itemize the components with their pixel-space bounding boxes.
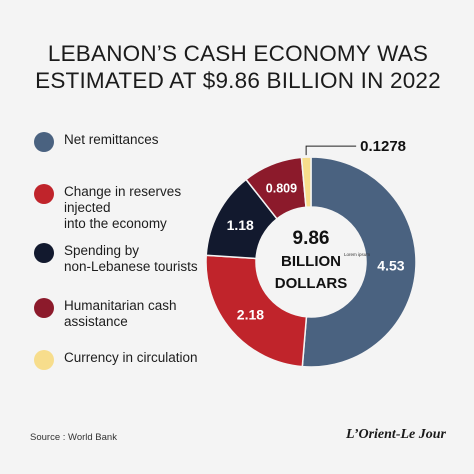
donut-slice-change-in-reserves [205, 254, 308, 368]
donut-slice-currency-in-circulation [300, 156, 312, 209]
legend-item-humanitarian-assistance: Humanitarian cash assistance [34, 298, 214, 330]
center-total-value: 9.86 [293, 228, 330, 249]
slice-value-label: 1.18 [227, 217, 254, 233]
legend-item-change-in-reserves: Change in reserves injected into the eco… [34, 184, 214, 232]
center-currency-line: DOLLARS [275, 275, 348, 292]
donut-slice-net-remittances [301, 156, 417, 368]
legend-label: Spending by non-Lebanese tourists [64, 243, 198, 274]
chart-title-line-1: LEBANON’S CASH ECONOMY WAS [47, 41, 429, 66]
legend-swatch [34, 298, 54, 318]
chart-title-line-2: ESTIMATED AT $9.86 BILLION IN 2022 [35, 68, 441, 93]
legend-label: Net remittances [64, 132, 159, 147]
legend-swatch [34, 243, 54, 263]
legend-item-currency-in-circulation: Currency in circulation [34, 350, 214, 370]
legend-label: Currency in circulation [64, 350, 198, 365]
center-unit-line: BILLION [281, 253, 341, 270]
legend-swatch [34, 132, 54, 152]
donut-slices [205, 156, 417, 368]
legend-swatch [34, 350, 54, 370]
legend-item-tourist-spending: Spending by non-Lebanese tourists [34, 243, 214, 275]
small-slice-callout: 0.1278 [305, 138, 406, 156]
callout-leader-line [305, 145, 357, 156]
brand-logo: L’Orient-Le Jour [346, 427, 446, 442]
center-label: 9.86 BILLION DOLLARS Lorem ipsum [275, 228, 371, 292]
legend-label: Change in reserves injected into the eco… [64, 184, 182, 231]
slice-value-label: 2.18 [237, 306, 264, 322]
legend-swatch [34, 184, 54, 204]
callout-value-label: 0.1278 [360, 138, 406, 155]
legend-label: Humanitarian cash assistance [64, 298, 177, 329]
slice-value-label: 0.809 [266, 182, 297, 196]
donut-slice-labels: 4.53 2.18 1.18 0.809 [227, 182, 405, 323]
slice-value-label: 4.53 [377, 257, 404, 273]
source-note: Source : World Bank [30, 432, 117, 443]
chart-title: LEBANON’S CASH ECONOMY WAS ESTIMATED AT … [28, 40, 448, 94]
legend-item-net-remittances: Net remittances [34, 132, 214, 152]
center-placeholder-text: Lorem ipsum [344, 252, 370, 257]
